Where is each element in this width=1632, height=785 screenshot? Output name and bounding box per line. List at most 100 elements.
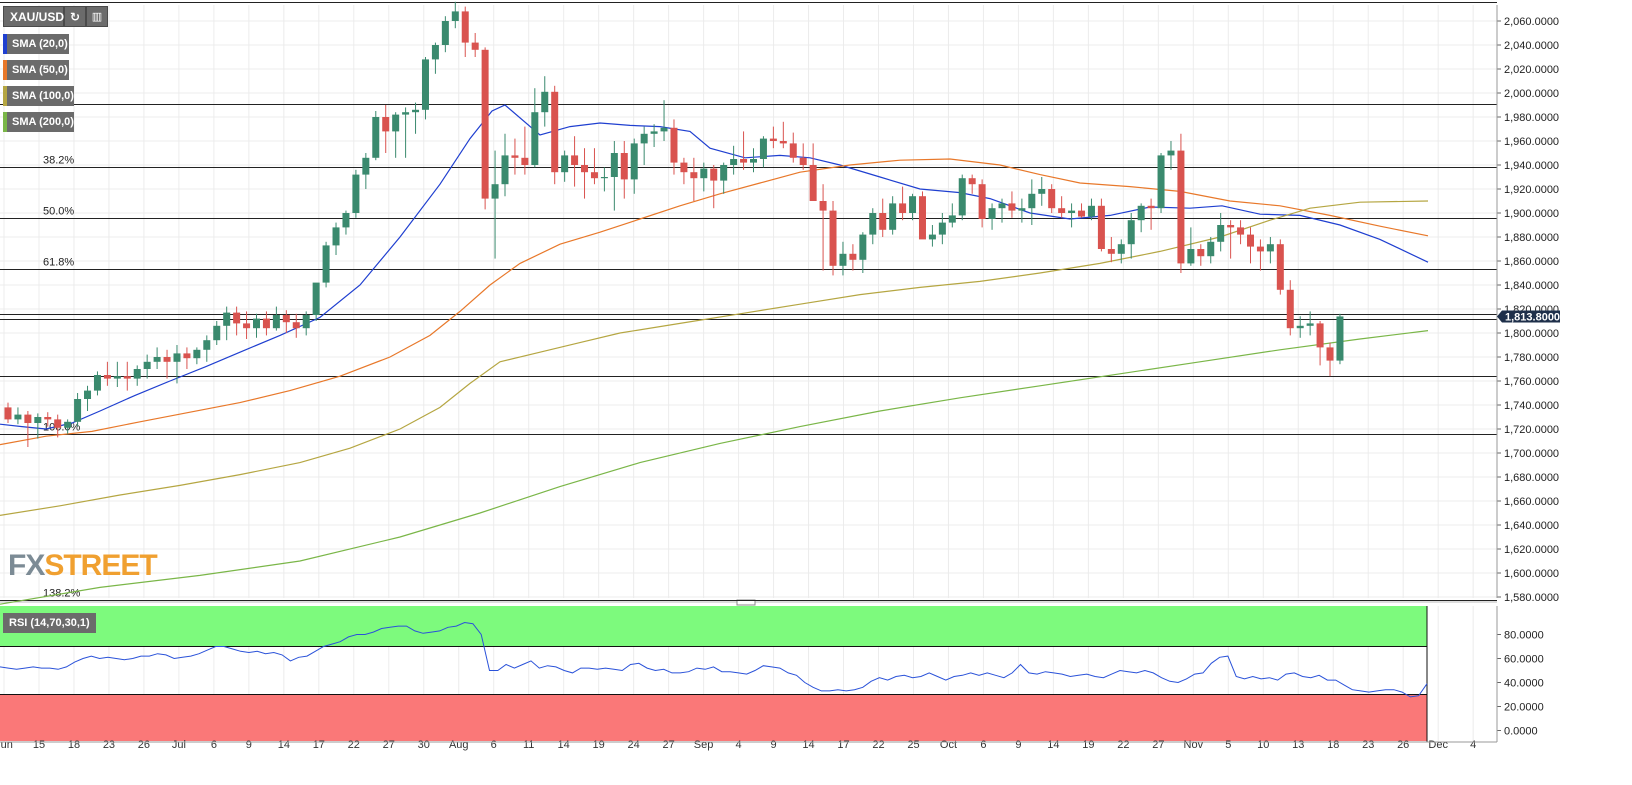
time-axis: Jun 15 18 23 26 Jul 6 9 14 17 22 27 30 Aug 6 11 14 19 24 27… — [0, 739, 1497, 751]
rsi-oversold-zone — [0, 694, 1427, 741]
candle-body — [501, 155, 509, 185]
price-axis: 2,060.0000 2,040.0000 2,020.0000 2,000.0000… — [1496, 5, 1560, 604]
candle-body — [1256, 246, 1264, 252]
price-tick-label: 1,620.0000 — [1504, 544, 1559, 556]
candle-body — [700, 168, 708, 179]
price-tick-label: 2,060.0000 — [1504, 16, 1559, 28]
candle-body — [1157, 155, 1165, 209]
sma-200-legend[interactable]: SMA (200,0) — [3, 112, 74, 132]
price-tick-label: 1,860.0000 — [1504, 256, 1559, 268]
rsi-tick-label: 60.0000 — [1504, 654, 1544, 666]
level-label: 61.8% — [43, 257, 74, 269]
candle-body — [1207, 241, 1215, 257]
price-tick-label: 1,600.0000 — [1504, 568, 1559, 580]
rsi-legend[interactable]: RSI (14,70,30,1) — [3, 613, 96, 633]
candle-body — [1306, 323, 1314, 326]
candle-body — [610, 153, 618, 177]
candle-body — [819, 201, 827, 211]
sma-100-legend[interactable]: SMA (100,0) — [3, 86, 74, 106]
rsi-tick-label: 80.0000 — [1504, 630, 1544, 642]
time-tick-label: 14 — [558, 739, 570, 751]
candle-body — [372, 117, 380, 158]
candle-body — [1296, 325, 1304, 329]
candle-body — [24, 414, 32, 423]
candle-body — [918, 196, 926, 240]
time-tick-label: 4 — [736, 739, 742, 751]
candle-body — [402, 112, 410, 115]
sma-20-label: SMA (20,0) — [12, 38, 68, 50]
candle-body — [1147, 205, 1155, 209]
candle-body — [1336, 316, 1344, 361]
symbol-label[interactable]: XAU/USD — [3, 6, 64, 27]
candle-body — [342, 213, 350, 228]
sma-20-legend[interactable]: SMA (20,0) — [3, 34, 69, 54]
candle-body — [1028, 193, 1036, 209]
fxstreet-logo: FXSTREET — [8, 549, 158, 583]
candle-body — [1048, 189, 1056, 209]
price-tick-label: 1,580.0000 — [1504, 592, 1559, 604]
candle-body — [312, 282, 320, 315]
candle-body — [859, 234, 867, 260]
candle-body — [521, 157, 529, 165]
candle-body — [690, 172, 698, 179]
candle-body — [1217, 225, 1225, 242]
candle-body — [1266, 244, 1274, 252]
time-tick-label: Oct — [940, 739, 957, 751]
candle-body — [740, 159, 748, 163]
candle-body — [1227, 225, 1235, 228]
time-tick-label: 11 — [523, 739, 534, 751]
candle-body — [581, 165, 589, 173]
price-tick-label: 1,740.0000 — [1504, 400, 1559, 412]
candle-body — [541, 91, 549, 113]
candle-body — [74, 399, 82, 422]
price-tick-label: 1,900.0000 — [1504, 208, 1559, 220]
time-tick-label: 14 — [802, 739, 814, 751]
time-tick-label: 6 — [980, 739, 986, 751]
candle-body — [272, 315, 280, 329]
candle-body — [451, 11, 459, 21]
sma-50-legend[interactable]: SMA (50,0) — [3, 60, 69, 80]
time-tick-label: 19 — [1082, 739, 1094, 751]
price-tick-label: 1,840.0000 — [1504, 280, 1559, 292]
candle-body — [243, 323, 251, 329]
candle-body — [1187, 249, 1195, 264]
chart-settings-icon[interactable]: ▥ — [86, 6, 108, 27]
time-tick-label: 22 — [348, 739, 360, 751]
candle-body — [759, 138, 767, 159]
candle-body — [223, 312, 231, 326]
time-tick-label: 6 — [491, 739, 497, 751]
candle-body — [660, 127, 668, 132]
candle-body — [34, 417, 42, 423]
candle-body — [332, 227, 340, 246]
price-tick-label: 1,700.0000 — [1504, 448, 1559, 460]
candle-body — [1068, 210, 1076, 213]
candle-body — [600, 177, 608, 179]
candle-body — [1087, 205, 1095, 217]
level-label: 100.0% — [43, 422, 81, 434]
price-tick-label: 2,040.0000 — [1504, 40, 1559, 52]
price-tick-label: 2,020.0000 — [1504, 64, 1559, 76]
time-tick-label: 9 — [246, 739, 252, 751]
candle-body — [93, 375, 101, 391]
time-tick-label: 22 — [1117, 739, 1129, 751]
candle-body — [282, 315, 290, 323]
candle-body — [551, 91, 559, 173]
sma-line-2 — [0, 200, 1429, 516]
candle-body — [1097, 205, 1105, 249]
price-tick-label: 1,720.0000 — [1504, 424, 1559, 436]
candle-body — [153, 357, 161, 362]
candle-body — [571, 155, 579, 165]
time-tick-label: Dec — [1428, 739, 1448, 751]
candle-body — [183, 353, 191, 359]
level-label: 50.0% — [43, 206, 74, 218]
level-label: 38.2% — [43, 155, 74, 167]
candle-body — [869, 213, 877, 235]
candle-body — [1276, 244, 1284, 290]
candle-body — [789, 143, 797, 158]
candle-body — [799, 157, 807, 165]
candle-body — [879, 213, 887, 230]
candle-body — [988, 208, 996, 219]
time-tick-label: 23 — [103, 739, 115, 751]
refresh-icon[interactable]: ↻ — [64, 6, 86, 27]
